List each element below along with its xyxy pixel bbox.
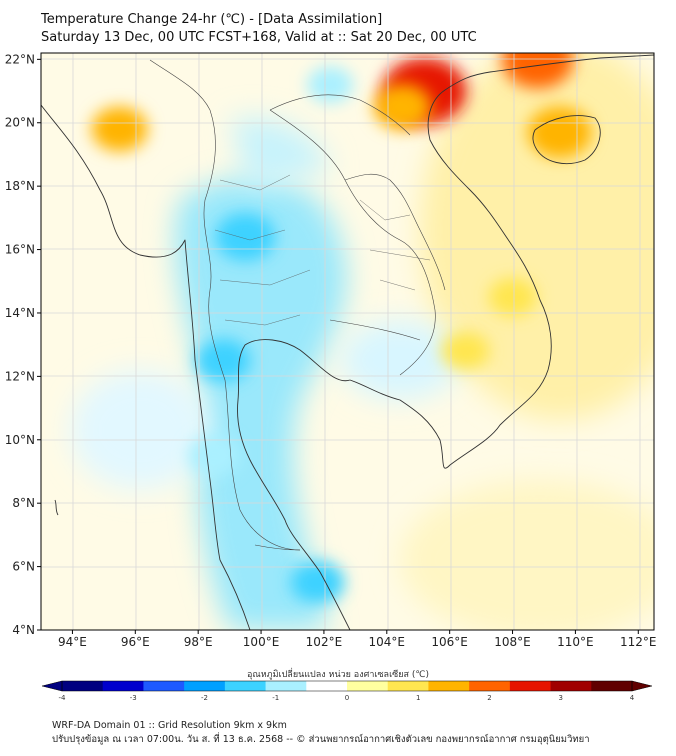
colorbar-segment: [62, 681, 104, 691]
borders: [149, 59, 446, 551]
lon-tick-label: 106°E: [431, 635, 468, 649]
lat-tick-label: 4°N: [12, 623, 35, 637]
lat-tick-label: 22°N: [5, 52, 35, 66]
hotspot-warm-1: [527, 106, 592, 158]
colorbar-label: อุณหภูมิเปลี่ยนแปลง หน่วย องศาเซลเซียส (…: [246, 670, 430, 680]
cool-region-north: [230, 117, 330, 190]
warm-region-east: [420, 53, 654, 420]
longitude-axis: 94°E 96°E 98°E 100°E 102°E 104°E 106°E 108°E 110…: [58, 630, 657, 649]
cambodia-thailand-border: [329, 319, 421, 341]
lon-tick-label: 108°E: [494, 635, 531, 649]
lon-tick-label: 94°E: [58, 635, 87, 649]
lon-tick-label: 96°E: [121, 635, 150, 649]
footer-credit: ปรับปรุงข้อมูล ณ เวลา 07:00น. วัน ส. ที่…: [52, 734, 590, 745]
myanmar-coast: [41, 104, 221, 561]
lon-tick-label: 110°E: [557, 635, 594, 649]
colorbar-outline: [61, 680, 633, 692]
lat-tick-label: 10°N: [5, 433, 35, 447]
hotspot-warm-3: [91, 106, 148, 152]
colorbar-segment: [509, 681, 552, 691]
colorbar-tick-label: -4: [59, 694, 67, 702]
hotspot-cool-9: [187, 434, 240, 477]
malay-peninsula-west: [219, 559, 251, 630]
malay-peninsula-east: [237, 339, 351, 630]
hotspot-warm-6: [441, 331, 490, 371]
graticule: [41, 53, 654, 630]
hotspot-cool-7: [215, 212, 276, 261]
chart-title: Temperature Change 24-hr (℃) - [Data Ass…: [41, 12, 383, 27]
colorbar-segment: [347, 681, 389, 691]
colorbar-tick-label: -3: [130, 694, 137, 702]
cambodia-vietnam-coast: [349, 54, 654, 469]
cool-region-gulf: [340, 320, 460, 400]
lat-tick-label: 8°N: [12, 496, 35, 510]
footer-model-info: WRF-DA Domain 01 :: Grid Resolution 9km …: [52, 720, 287, 731]
colorbar-tick-label: 4: [630, 694, 635, 702]
colorbar-segment: [550, 681, 592, 691]
andaman-islands: [54, 499, 59, 516]
latitude-axis: 22°N 20°N 18°N 16°N 14°N 12°N 10°N 8°N 6°N 4°N: [5, 52, 41, 637]
lat-tick-label: 20°N: [5, 116, 35, 130]
colorbar-tick-label: -1: [272, 694, 279, 702]
lon-tick-label: 102°E: [306, 635, 343, 649]
colorbar-segment: [265, 681, 307, 691]
colorbar-extend-max: [631, 680, 653, 692]
colorbar-extend-min: [41, 680, 63, 692]
lon-tick-label: 98°E: [184, 635, 213, 649]
myanmar-china-border: [149, 59, 211, 111]
map-frame: [40, 52, 655, 631]
chart-subtitle: Saturday 13 Dec, 00 UTC FCST+168, Valid …: [41, 30, 477, 45]
colorbar-segment: [306, 681, 348, 691]
colorbar-segment: [102, 681, 144, 691]
hotspot-warm-2: [501, 53, 574, 89]
cool-region-west: [70, 370, 210, 490]
lat-tick-label: 18°N: [5, 179, 35, 193]
lat-tick-label: 12°N: [5, 369, 35, 383]
colorbar-segment: [143, 681, 185, 691]
hainan-island: [532, 115, 601, 164]
warm-region-southeast: [400, 480, 654, 630]
lat-tick-label: 6°N: [12, 560, 35, 574]
colorbar-tick-label: -2: [201, 694, 208, 702]
lon-tick-label: 104°E: [369, 635, 406, 649]
thailand-border-east: [269, 109, 436, 376]
colorbar-tick-label: 3: [559, 694, 563, 702]
colorbar-segment: [469, 681, 511, 691]
map-field: [41, 53, 654, 630]
colorbar: -4 -3 -2 -1 0 1 2 3 4: [41, 680, 653, 702]
lat-tick-label: 14°N: [5, 306, 35, 320]
laos-vietnam-border: [344, 173, 446, 291]
cool-region-central: [175, 176, 347, 630]
hotspot-cool-11: [307, 66, 354, 104]
colorbar-segment: [387, 681, 429, 691]
laos-north-border: [269, 94, 411, 136]
hotspot-cool-8: [196, 338, 251, 383]
thailand-border-west: [203, 109, 301, 551]
lon-tick-label: 112°E: [620, 635, 657, 649]
colorbar-tick-label: 0: [345, 694, 349, 702]
colorbar-tick-label: 1: [416, 694, 420, 702]
colorbar-segment: [428, 681, 470, 691]
malaysia-thailand-border: [254, 544, 301, 551]
lat-tick-label: 16°N: [5, 243, 35, 257]
colorbar-tick-label: 2: [487, 694, 491, 702]
coastlines: [41, 54, 654, 630]
lon-tick-label: 100°E: [243, 635, 280, 649]
hotspot-warm-5: [488, 277, 537, 317]
colorbar-segment: [184, 681, 226, 691]
province-boundaries: [214, 174, 431, 326]
colorbar-segment: [591, 681, 633, 691]
colorbar-segment: [224, 681, 267, 691]
